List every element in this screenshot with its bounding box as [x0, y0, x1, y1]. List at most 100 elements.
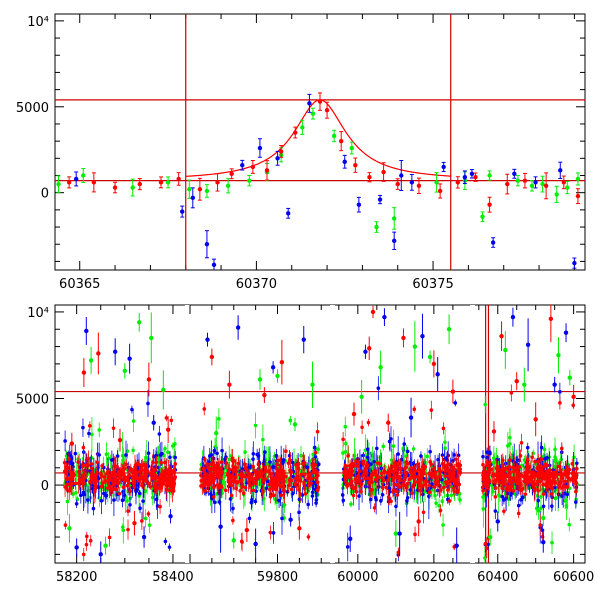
dense-red-point [303, 492, 308, 496]
dense-red-point [83, 471, 87, 476]
bottom-panel-xtick-label: 58200 [56, 570, 97, 585]
dense-red-point [132, 470, 136, 475]
top-red-series-point [395, 181, 400, 187]
dense-red-point [233, 475, 238, 480]
dense-red-point [240, 484, 245, 489]
dense-blue-point [372, 459, 376, 464]
top-red-series-point [324, 108, 330, 113]
dense-red-point [548, 479, 553, 483]
bottom-green-point [103, 543, 108, 548]
top-red-series-point [367, 175, 372, 180]
dense-red-point [558, 401, 562, 405]
dense-blue-point [368, 497, 373, 502]
dense-red-point [126, 527, 130, 532]
dense-red-point [433, 475, 438, 479]
dense-red-point [574, 473, 579, 478]
dense-red-point [515, 467, 519, 471]
dense-red-point [164, 487, 169, 492]
dense-red-point [384, 485, 389, 490]
dense-red-point [531, 470, 535, 475]
top-red-series-point [264, 168, 270, 173]
dense-green-point [121, 458, 125, 463]
dense-red-point [547, 468, 552, 472]
dense-red-point [216, 485, 221, 490]
dense-blue-point [141, 499, 145, 503]
dense-green-point [222, 474, 227, 479]
dense-red-point [360, 425, 364, 430]
dense-red-point [541, 492, 546, 496]
dense-red-point [172, 481, 177, 486]
dense-green-point [343, 424, 348, 429]
dense-red-point [374, 473, 379, 478]
top-red-series-point [561, 180, 566, 185]
dense-red-point [550, 492, 554, 496]
dense-red-point [483, 472, 488, 477]
dense-blue-point [86, 498, 90, 502]
dense-red-point [84, 542, 89, 547]
bottom-panel-dense-points [62, 376, 579, 563]
dense-red-point [407, 477, 412, 482]
dense-blue-point [365, 455, 370, 460]
dense-red-point [235, 481, 239, 485]
dense-red-point [230, 456, 235, 461]
dense-red-point [533, 459, 537, 464]
dense-red-point [152, 485, 157, 489]
dense-red-point [314, 476, 318, 480]
dense-red-point [454, 457, 458, 462]
dense-red-point [306, 535, 311, 539]
dense-red-point [201, 466, 206, 471]
dense-red-point [263, 465, 268, 470]
dense-red-point [283, 474, 288, 479]
dense-red-point [403, 478, 407, 482]
dense-red-point [347, 474, 352, 478]
dense-red-point [544, 482, 549, 487]
dense-red-point [159, 482, 163, 487]
dense-green-point [553, 459, 558, 464]
dense-red-point [440, 462, 445, 466]
dense-red-point [398, 467, 403, 472]
dense-green-point [261, 437, 265, 442]
dense-blue-point [516, 503, 521, 508]
dense-red-point [73, 481, 78, 486]
dense-red-point [372, 506, 377, 510]
dense-red-point [251, 488, 256, 493]
dense-red-point [136, 461, 140, 465]
dense-red-point [538, 469, 542, 474]
dense-blue-point [310, 494, 315, 498]
dense-red-point [362, 470, 366, 474]
dense-red-point [359, 489, 363, 494]
dense-red-point [439, 488, 443, 492]
dense-red-point [504, 487, 508, 492]
dense-red-point [95, 460, 99, 465]
dense-red-point [144, 463, 148, 468]
top-blue-series-point [240, 162, 245, 168]
dense-red-point [343, 476, 348, 481]
dense-red-point [282, 489, 287, 493]
dense-red-point [100, 464, 104, 468]
dense-red-point [404, 460, 409, 464]
dense-blue-point [81, 490, 86, 495]
dense-blue-point [539, 445, 544, 450]
dense-red-point [422, 468, 426, 472]
dense-red-point [481, 462, 485, 467]
dense-blue-point [81, 425, 85, 430]
top-blue-series-point [180, 209, 185, 214]
dense-blue-point [419, 454, 423, 458]
dense-red-point [388, 469, 393, 474]
dense-red-point [155, 487, 159, 491]
dense-blue-point [91, 506, 96, 511]
top-blue-series-point [441, 164, 446, 170]
dense-red-point [123, 477, 127, 481]
dense-blue-point [541, 504, 546, 509]
dense-blue-point [436, 457, 440, 462]
top-green-series-point [392, 216, 397, 221]
bottom-panel-xtick-label: 60600 [553, 570, 594, 585]
dense-red-point [558, 472, 563, 477]
dense-blue-point [558, 390, 562, 394]
dense-green-point [443, 440, 447, 445]
dense-green-point [381, 444, 386, 449]
dense-red-point [173, 475, 178, 479]
dense-blue-point [268, 460, 272, 464]
dense-red-point [398, 462, 402, 467]
dense-red-point [416, 465, 421, 469]
